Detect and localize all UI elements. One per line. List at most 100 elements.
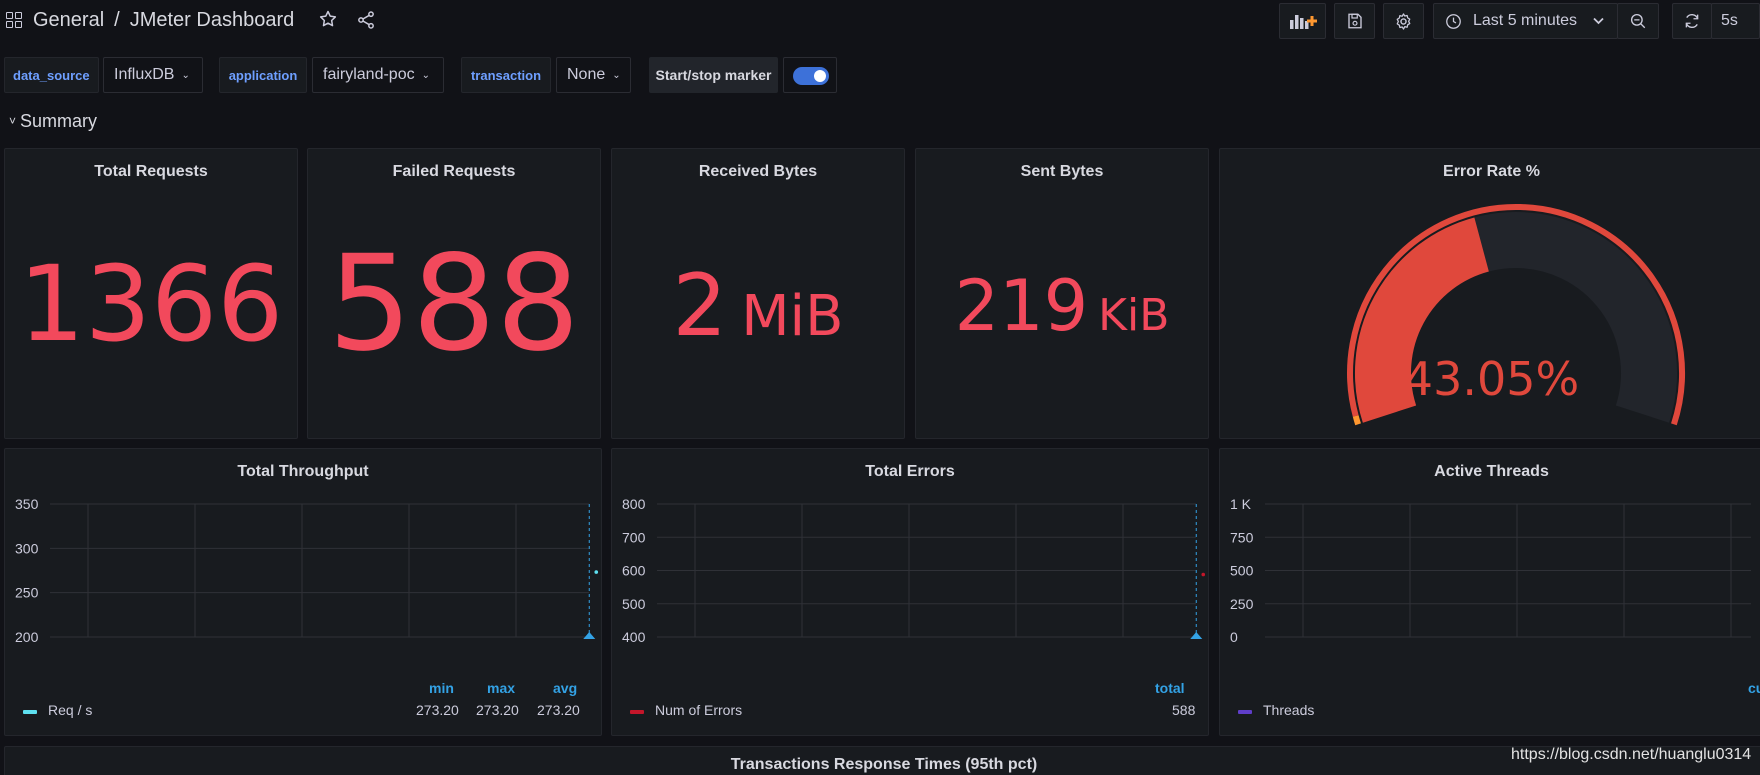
- panel-title: Received Bytes: [698, 163, 818, 180]
- refresh-interval-label: 5s: [1721, 12, 1738, 29]
- y-tick-label: 300: [15, 540, 39, 556]
- panel-total-requests[interactable]: Total Requests 1366: [4, 148, 298, 439]
- save-icon: [1346, 12, 1364, 30]
- panel-title: Failed Requests: [392, 163, 516, 180]
- legend-header-min: min: [429, 680, 454, 696]
- legend-header-total: total: [1155, 680, 1185, 696]
- gear-icon: [1394, 12, 1413, 31]
- y-tick-label: 800: [622, 496, 646, 512]
- throughput-chart: 35030025020014:2714:2814:2914:3014:31: [15, 496, 599, 645]
- y-tick-label: 250: [1230, 596, 1254, 612]
- panel-failed-requests[interactable]: Failed Requests 588: [307, 148, 601, 439]
- chevron-down-icon: ⌄: [612, 69, 621, 81]
- row-title: Summary: [20, 111, 98, 131]
- refresh-button[interactable]: [1672, 3, 1712, 39]
- y-tick-label: 500: [1230, 563, 1254, 579]
- breadcrumb-separator: /: [114, 9, 120, 31]
- start-stop-marker-label: Start/stop marker: [649, 57, 778, 93]
- threads-chart: 1 K750500250014:2714:2814:2914:3014:31: [1230, 496, 1751, 645]
- star-icon[interactable]: [318, 9, 338, 33]
- start-stop-marker-switch-wrapper: [783, 57, 837, 93]
- variable-value: InfluxDB: [114, 66, 175, 83]
- errors-chart: 80070060050040014:2714:2814:2914:3014:31: [622, 496, 1206, 645]
- refresh-interval-picker[interactable]: 5s: [1711, 3, 1760, 39]
- panel-sent-bytes[interactable]: Sent Bytes 219 KiB: [915, 148, 1209, 439]
- zoom-out-button[interactable]: [1617, 3, 1659, 39]
- panel-title: Total Requests: [94, 163, 208, 180]
- y-tick-label: 200: [15, 629, 39, 645]
- legend-series-name[interactable]: Req / s: [48, 702, 93, 718]
- stat-value: 2 MiB: [612, 261, 904, 375]
- legend-swatch: [1238, 710, 1252, 714]
- breadcrumb: General / JMeter Dashboard: [33, 9, 294, 32]
- chevron-down-icon: ˅: [9, 114, 17, 128]
- apps-icon[interactable]: [6, 12, 22, 28]
- stat-unit: KiB: [1098, 290, 1170, 341]
- legend-series-name[interactable]: Num of Errors: [655, 702, 743, 718]
- gauge-svg: [1347, 204, 1686, 426]
- dashboard-title[interactable]: JMeter Dashboard: [129, 9, 295, 31]
- data-point: [1201, 572, 1206, 577]
- legend-header-current: cu: [1748, 680, 1760, 696]
- variable-value: fairyland-poc: [323, 66, 415, 83]
- share-icon[interactable]: [356, 10, 376, 34]
- y-tick-label: 700: [622, 529, 646, 545]
- y-tick-label: 350: [15, 496, 39, 512]
- chevron-down-icon: [1593, 17, 1604, 25]
- legend-series-name[interactable]: Threads: [1263, 702, 1315, 718]
- watermark: https://blog.csdn.net/huanglu0314: [1511, 746, 1752, 763]
- stat-number: 219: [954, 265, 1089, 347]
- variable-select-data-source[interactable]: InfluxDB ⌄: [103, 57, 203, 93]
- panel-transactions-response-times[interactable]: Transactions Response Times (95th pct): [4, 746, 1760, 775]
- chevron-down-icon: ⌄: [181, 69, 190, 81]
- clock-icon: [1445, 13, 1462, 30]
- stat-number: 1366: [18, 243, 284, 365]
- folder-link[interactable]: General: [33, 9, 105, 31]
- gauge-value: 43.05%: [1403, 352, 1580, 406]
- panel-title: Error Rate %: [1443, 163, 1540, 180]
- panel-total-errors[interactable]: Total Errors 80070060050040014:2714:2814…: [611, 448, 1209, 736]
- stat-number: 588: [328, 227, 580, 381]
- panel-total-throughput[interactable]: Total Throughput 35030025020014:2714:281…: [4, 448, 602, 736]
- annotation-marker-icon: [1190, 632, 1203, 639]
- y-tick-label: 750: [1230, 529, 1254, 545]
- annotation-marker-icon: [583, 632, 596, 639]
- y-tick-label: 250: [15, 585, 39, 601]
- legend-max-value: 273.20: [476, 702, 519, 718]
- variable-value: None: [567, 66, 606, 83]
- stat-number: 2: [672, 256, 728, 356]
- time-range-picker[interactable]: Last 5 minutes: [1433, 3, 1618, 39]
- variable-select-application[interactable]: fairyland-poc ⌄: [312, 57, 444, 93]
- gauge-threshold-start: [1352, 415, 1361, 426]
- top-navbar: General / JMeter Dashboard Last 5 minutes: [0, 0, 1760, 42]
- variable-label-transaction: transaction: [461, 57, 551, 93]
- variable-select-transaction[interactable]: None ⌄: [556, 57, 631, 93]
- legend-header-avg: avg: [553, 680, 578, 696]
- zoom-out-icon: [1629, 12, 1647, 30]
- panel-received-bytes[interactable]: Received Bytes 2 MiB: [611, 148, 905, 439]
- variable-label-data-source: data_source: [4, 57, 99, 93]
- panel-title: Total Errors: [865, 463, 955, 480]
- row-summary[interactable]: ˅ Summary: [9, 111, 97, 132]
- gauge-fill: [1355, 217, 1490, 423]
- stat-value: 219 KiB: [916, 268, 1208, 363]
- y-tick-label: 1 K: [1230, 496, 1252, 512]
- chevron-down-icon: ⌄: [421, 69, 430, 81]
- panel-title: Sent Bytes: [1020, 163, 1104, 180]
- legend-min-value: 273.20: [416, 702, 459, 718]
- legend-avg-value: 273.20: [537, 702, 580, 718]
- panel-active-threads[interactable]: Active Threads 1 K750500250014:2714:2814…: [1219, 448, 1760, 736]
- stat-unit: MiB: [741, 284, 844, 349]
- settings-button[interactable]: [1383, 3, 1424, 39]
- add-panel-button[interactable]: [1279, 3, 1326, 39]
- save-button[interactable]: [1334, 3, 1375, 39]
- panel-error-rate[interactable]: Error Rate % 43.05%: [1219, 148, 1760, 439]
- start-stop-marker-toggle[interactable]: [793, 67, 829, 85]
- variable-label-application: application: [219, 57, 307, 93]
- y-tick-label: 400: [622, 629, 646, 645]
- legend-swatch: [630, 710, 644, 714]
- stat-value: 588: [308, 234, 600, 374]
- y-tick-label: 500: [622, 596, 646, 612]
- data-point: [594, 570, 599, 574]
- legend-total-value: 588: [1172, 702, 1196, 718]
